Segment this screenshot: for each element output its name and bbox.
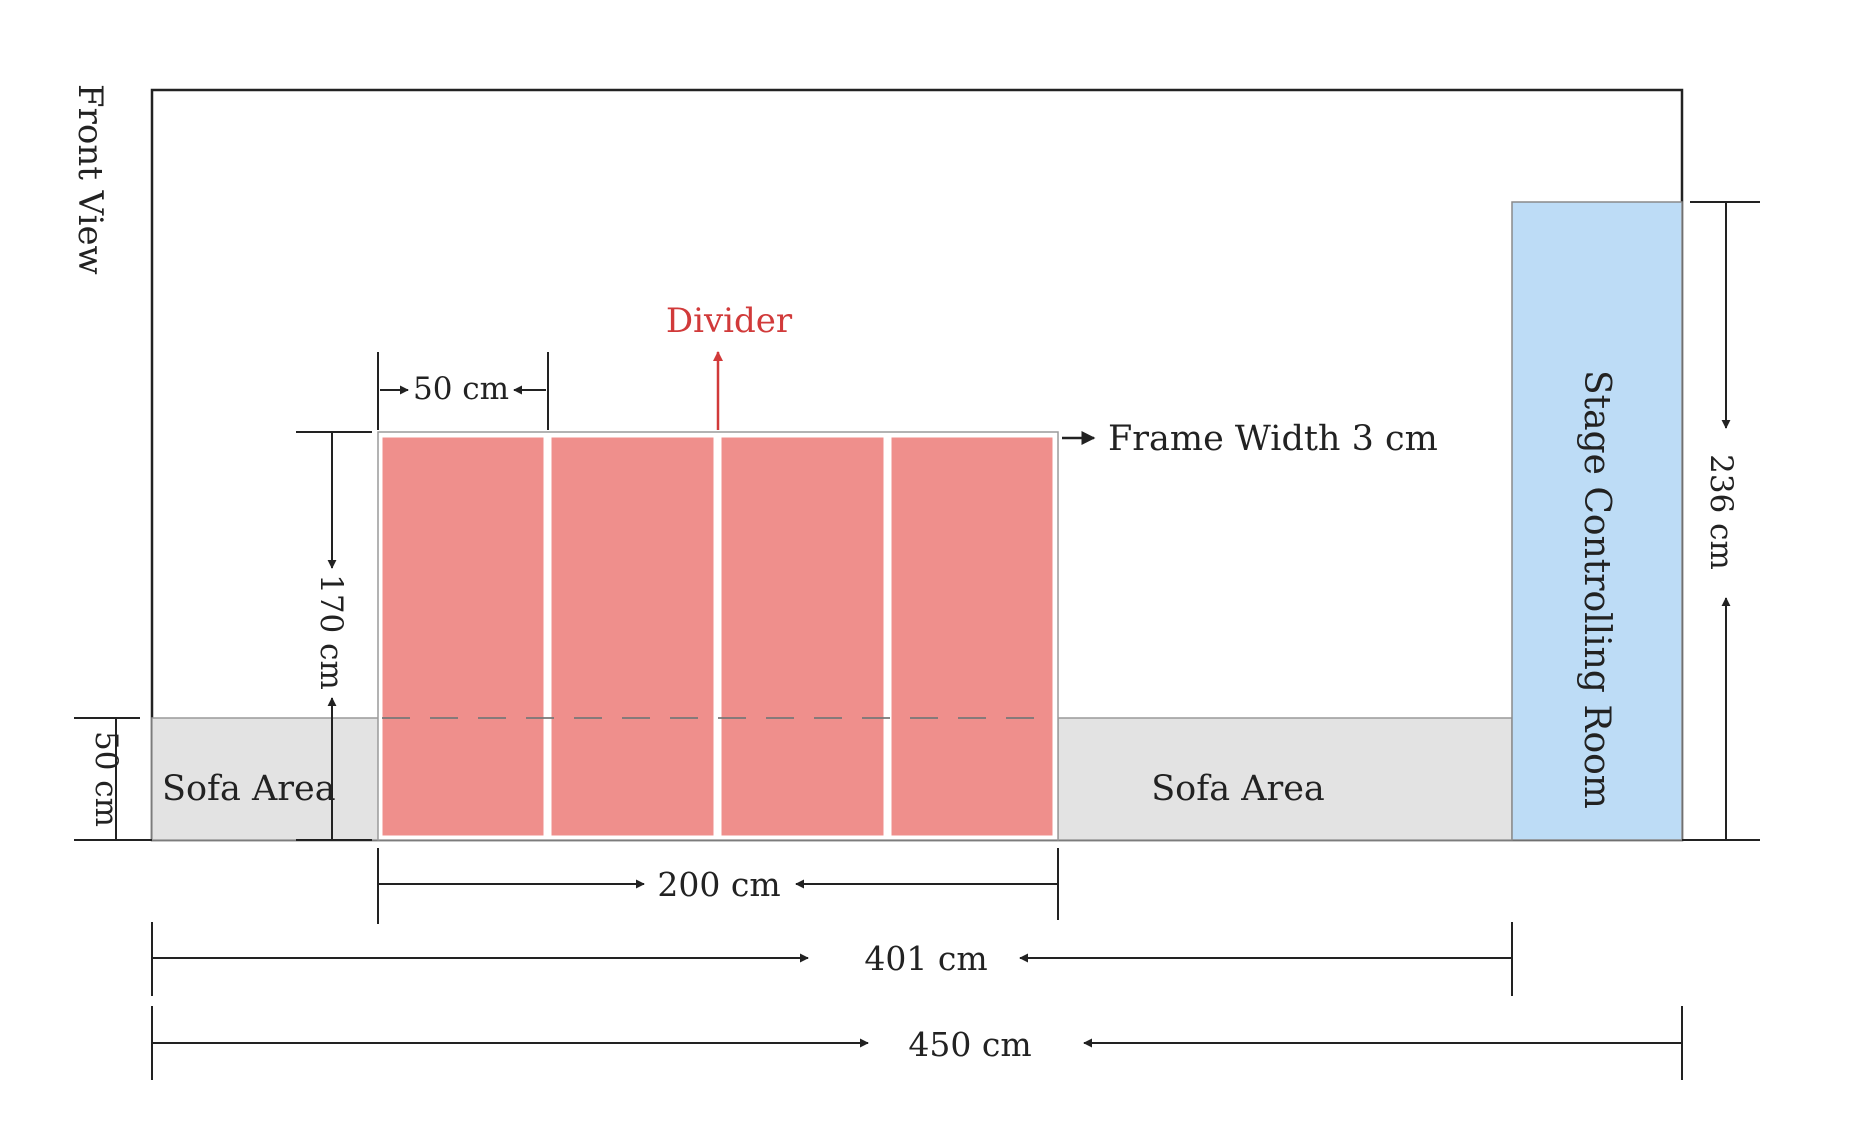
sofa-area-right: [1057, 717, 1513, 841]
divider-height-label: 170 cm: [313, 574, 349, 690]
sofa-height-label: 50 cm: [88, 731, 124, 827]
divider-label: Divider: [666, 301, 793, 341]
frame-width-label: Frame Width 3 cm: [1108, 419, 1438, 459]
divider-width-label: 200 cm: [657, 865, 780, 904]
total-width-label: 450 cm: [908, 1025, 1031, 1064]
stage-controlling-room-label: Stage Controlling Room: [1576, 370, 1617, 809]
stage-height-label: 236 cm: [1703, 454, 1739, 570]
sofa-area-right-label: Sofa Area: [1151, 769, 1325, 809]
divider-panel: [381, 436, 545, 837]
front-view-label: Front View: [70, 84, 110, 275]
divider-panel: [890, 436, 1054, 837]
sofa-area-left: [151, 717, 380, 841]
stage-controlling-room: [1511, 201, 1683, 841]
divider-panel: [550, 436, 715, 837]
panel-width-label: 50 cm: [413, 371, 509, 407]
divider-panel: [720, 436, 885, 837]
inner-width-label: 401 cm: [864, 939, 987, 978]
sofa-area-left-label: Sofa Area: [162, 769, 336, 809]
